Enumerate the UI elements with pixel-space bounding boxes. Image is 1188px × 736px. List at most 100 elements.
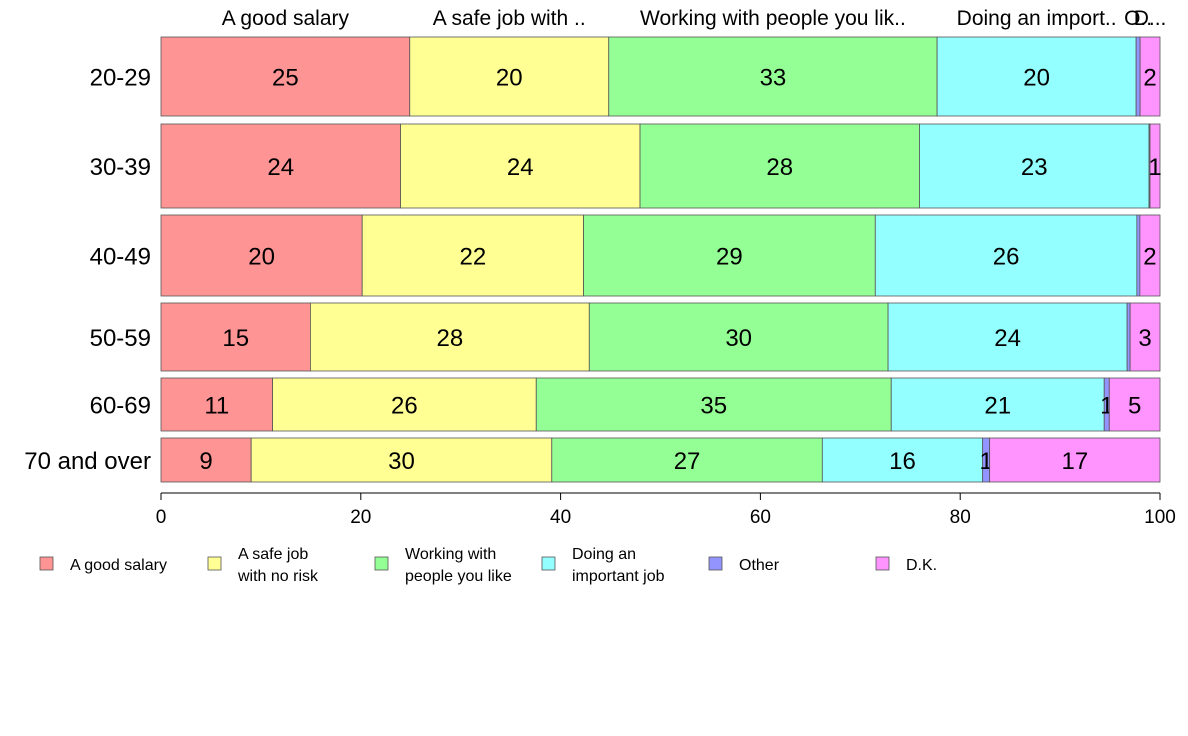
legend-item: A safe job with no risk xyxy=(207,546,319,585)
data-label: 26 xyxy=(391,393,418,420)
bar-segment xyxy=(1139,36,1161,117)
bar-segment xyxy=(160,377,273,432)
data-label: 28 xyxy=(766,154,793,181)
bar-segment xyxy=(160,437,252,483)
legend-item: D.K. xyxy=(875,556,937,574)
data-label: 21 xyxy=(984,393,1011,420)
x-axis: 0 20 40 60 80 100 xyxy=(156,492,1176,528)
category-label: 40-49 xyxy=(90,244,151,271)
bar-segment xyxy=(890,377,1105,432)
data-label: 24 xyxy=(267,154,294,181)
bar-segment xyxy=(1135,36,1141,117)
bar-segment xyxy=(160,123,401,209)
legend-label: people you like xyxy=(405,568,512,585)
legend-swatch xyxy=(875,556,890,571)
bar-row-20-29: 20-29 25 20 33 20 2 xyxy=(90,36,1161,117)
legend-label: A safe job xyxy=(238,546,308,563)
bar-segment xyxy=(821,437,984,483)
legend-swatch xyxy=(541,556,556,571)
legend-swatch xyxy=(708,556,723,571)
category-label: 70 and over xyxy=(24,448,151,475)
data-label: 3 xyxy=(1138,325,1151,352)
legend-swatch xyxy=(207,556,222,571)
data-label: 16 xyxy=(889,448,916,475)
category-label: 60-69 xyxy=(90,393,151,420)
data-label: 2 xyxy=(1143,244,1156,271)
bar-segment xyxy=(1139,214,1161,297)
bar-segment xyxy=(535,377,892,432)
bar-segment xyxy=(272,377,537,432)
x-tick-label: 80 xyxy=(950,507,971,528)
data-label: 27 xyxy=(674,448,701,475)
x-tick-label: 100 xyxy=(1144,507,1176,528)
x-tick-label: 40 xyxy=(550,507,571,528)
data-label: 33 xyxy=(760,65,787,92)
data-label: 20 xyxy=(1023,65,1050,92)
data-label: 35 xyxy=(700,393,727,420)
bar-segment xyxy=(310,302,590,372)
data-label: 15 xyxy=(222,325,249,352)
legend-label: important job xyxy=(572,568,665,585)
column-header-label: A good salary xyxy=(222,7,350,30)
column-header-label: Working with people you lik.. xyxy=(640,7,906,30)
data-label: 26 xyxy=(993,244,1020,271)
data-label: 22 xyxy=(460,244,487,271)
bar-segment xyxy=(989,437,1161,483)
bar-row-40-49: 40-49 20 22 29 26 2 xyxy=(90,214,1161,297)
bar-segment xyxy=(160,214,363,297)
bar-segment xyxy=(1129,302,1161,372)
column-header-label: A safe job with .. xyxy=(433,7,586,30)
data-label: 25 xyxy=(272,65,299,92)
data-label: 24 xyxy=(507,154,534,181)
data-label: 5 xyxy=(1128,393,1141,420)
data-label: 30 xyxy=(725,325,752,352)
bar-segment xyxy=(160,302,311,372)
bar-segment xyxy=(639,123,920,209)
bar-segment xyxy=(400,123,641,209)
legend-swatch xyxy=(39,556,54,571)
bar-segment xyxy=(874,214,1138,297)
x-tick-label: 0 xyxy=(156,507,167,528)
column-header-label: D... xyxy=(1134,7,1167,30)
data-label: 20 xyxy=(248,244,275,271)
legend-item: Working with people you like xyxy=(374,546,512,585)
legend-label: Working with xyxy=(405,546,496,563)
x-tick-label: 20 xyxy=(350,507,371,528)
bar-segment xyxy=(1149,123,1161,209)
bar-segment xyxy=(551,437,823,483)
legend: A good salary A safe job with no risk Worki… xyxy=(39,546,937,585)
category-label: 30-39 xyxy=(90,154,151,181)
legend-label: A good salary xyxy=(70,557,167,574)
legend-label: D.K. xyxy=(906,557,937,574)
data-label: 9 xyxy=(199,448,212,475)
data-label: 28 xyxy=(436,325,463,352)
bar-rows: 20-29 25 20 33 20 230-39 24 24 28 23 140-49 20 22 29 2… xyxy=(24,36,1162,483)
bar-segment xyxy=(409,36,610,117)
legend-label: with no risk xyxy=(237,568,319,585)
data-label: 20 xyxy=(496,65,523,92)
data-label: 24 xyxy=(994,325,1021,352)
bar-row-60-69: 60-69 11 26 35 21 1 5 xyxy=(90,377,1161,432)
bar-segment xyxy=(1126,302,1131,372)
bar-segment xyxy=(1108,377,1161,432)
x-tick-label: 60 xyxy=(750,507,771,528)
data-label: 17 xyxy=(1061,448,1088,475)
bar-segment xyxy=(887,302,1128,372)
bar-segment xyxy=(583,214,876,297)
column-header-labels: A good salary A safe job with .. Working w… xyxy=(222,7,1167,30)
data-label: 29 xyxy=(716,244,743,271)
bar-row-30-39: 30-39 24 24 28 23 1 xyxy=(90,123,1162,209)
data-label: 2 xyxy=(1143,65,1156,92)
legend-label: Doing an xyxy=(572,546,636,563)
legend-item: Doing an important job xyxy=(541,546,665,585)
legend-label: Other xyxy=(739,557,780,574)
legend-item: A good salary xyxy=(39,556,167,574)
bar-segment xyxy=(1136,214,1141,297)
data-label: 1 xyxy=(1148,154,1161,181)
data-label: 11 xyxy=(204,393,229,420)
bar-segment xyxy=(919,123,1150,209)
column-header-label: O.. xyxy=(1124,7,1152,30)
bar-segment xyxy=(250,437,553,483)
bar-row-50-59: 50-59 15 28 30 24 3 xyxy=(90,302,1161,372)
